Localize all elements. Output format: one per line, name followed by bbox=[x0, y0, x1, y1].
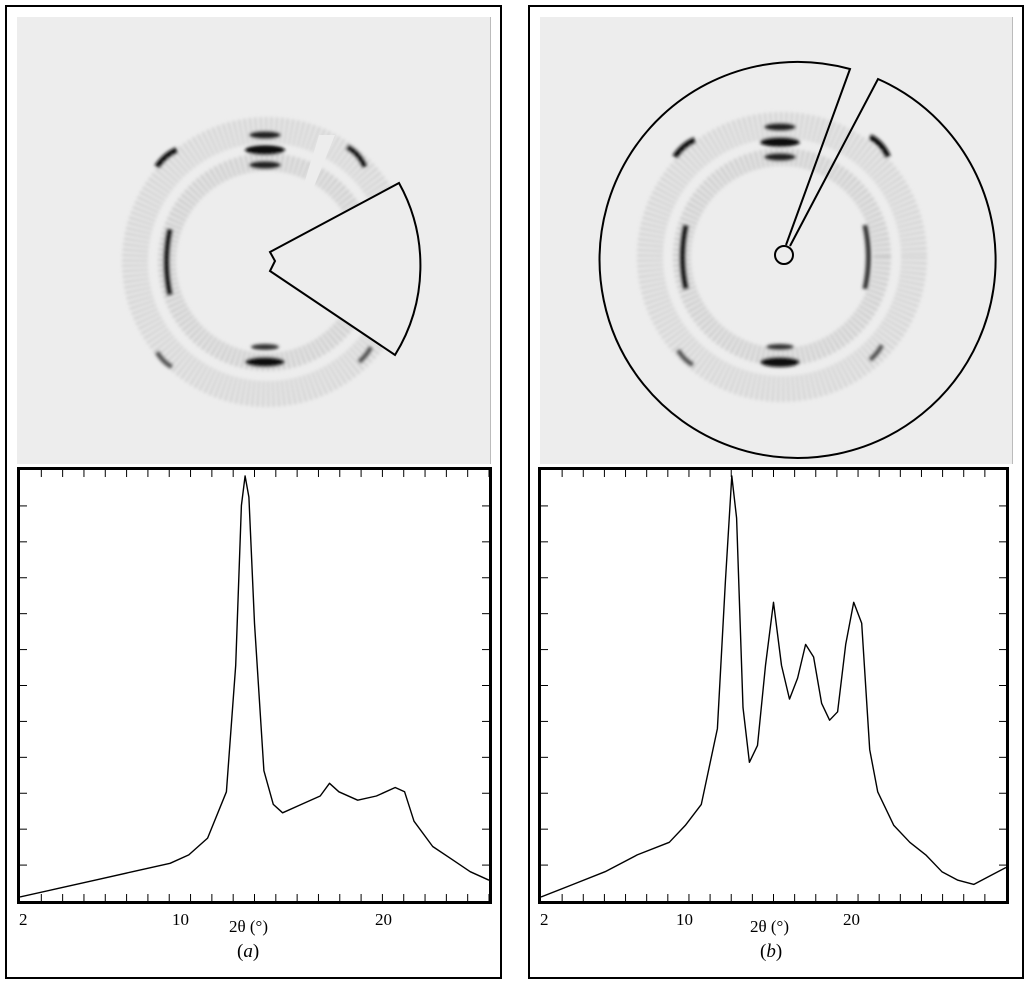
diffraction-pattern-a bbox=[17, 17, 491, 464]
panel-caption-a: (a) bbox=[237, 941, 260, 962]
x-tick-label-a-1: 10 bbox=[172, 910, 189, 929]
x-tick-label-b-2: 20 bbox=[843, 910, 860, 929]
panel-caption-letter-b: b bbox=[766, 941, 776, 962]
x-axis-title-b: 2θ (°) bbox=[750, 917, 790, 936]
diffraction-image-b bbox=[598, 61, 997, 459]
frame-ticks-a bbox=[20, 470, 489, 901]
panel-caption-letter-a: a bbox=[243, 941, 253, 962]
intensity-plot-b bbox=[538, 467, 1009, 904]
frame-ticks-b bbox=[541, 470, 1006, 901]
diffraction-pattern-b bbox=[540, 17, 1013, 464]
x-tick-label-a-2: 20 bbox=[375, 910, 392, 929]
series-line-b-0 bbox=[541, 475, 1006, 898]
intensity-plot-a bbox=[17, 467, 492, 904]
x-tick-label-a-0: 2 bbox=[19, 910, 28, 929]
figure-panel-a: 2 10 20 2θ (°) (a) bbox=[5, 5, 502, 979]
panel-caption-b: (b) bbox=[760, 941, 783, 962]
x-tick-label-b-0: 2 bbox=[540, 910, 549, 929]
x-axis-title-a: 2θ (°) bbox=[229, 917, 269, 936]
diffraction-image-a bbox=[122, 117, 422, 407]
x-tick-label-b-1: 10 bbox=[676, 910, 693, 929]
intensity-chart-a bbox=[20, 470, 489, 901]
intensity-chart-b bbox=[541, 470, 1006, 901]
figure-panel-b: 2 10 20 2θ (°) (b) bbox=[528, 5, 1024, 979]
series-line-a-0 bbox=[20, 475, 489, 898]
